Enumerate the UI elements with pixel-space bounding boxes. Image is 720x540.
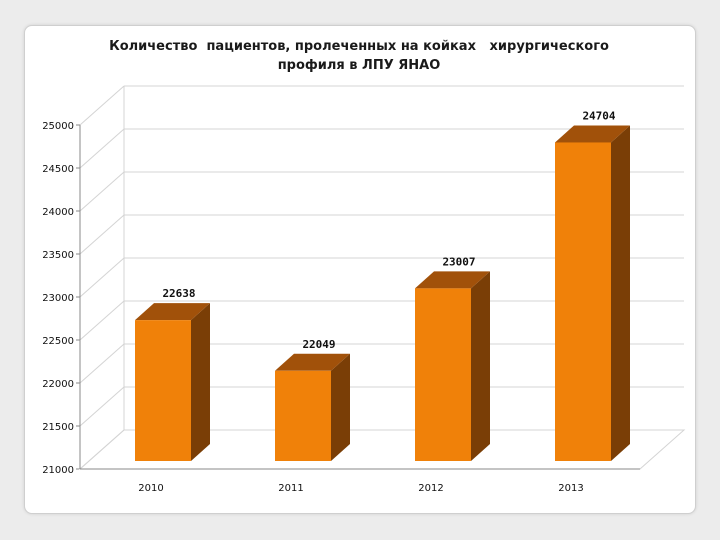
- bar-top: [135, 303, 210, 321]
- data-label: 24704: [582, 109, 615, 122]
- data-label: 22049: [302, 338, 335, 351]
- y-tick-label: 21500: [42, 422, 74, 433]
- chart-title-line-2: профиля в ЛПУ ЯНАО: [277, 58, 441, 73]
- bar-top: [275, 353, 350, 371]
- x-tick-label: 2012: [418, 483, 443, 494]
- y-tick-label: 24500: [42, 164, 74, 175]
- bar-side: [331, 353, 350, 461]
- y-tick-label: 21000: [42, 465, 74, 476]
- gridline-diagonal: [79, 128, 125, 169]
- gridline-diagonal: [79, 171, 125, 212]
- y-tick-label: 24000: [42, 207, 74, 218]
- bar: [275, 370, 331, 461]
- bar: [555, 142, 611, 461]
- bar-side: [611, 125, 630, 462]
- y-tick-label: 22000: [42, 379, 74, 390]
- gridline-diagonal: [79, 214, 125, 255]
- bar: [415, 288, 471, 461]
- gridline-diagonal: [79, 300, 125, 341]
- data-label: 22638: [162, 287, 195, 300]
- bar-top: [555, 125, 630, 143]
- gridline-diagonal: [79, 343, 125, 384]
- gridline-diagonal: [79, 386, 125, 427]
- x-tick-label: 2011: [278, 483, 303, 494]
- y-tick-label: 23500: [42, 250, 74, 261]
- data-label: 23007: [442, 255, 475, 268]
- gridline-diagonal: [79, 257, 125, 298]
- x-tick-label: 2010: [138, 483, 163, 494]
- y-tick-label: 23000: [42, 293, 74, 304]
- bar-side: [471, 271, 490, 461]
- y-tick-label: 22500: [42, 336, 74, 347]
- chart-title: Количество пациентов, пролеченных на кой…: [24, 37, 694, 75]
- y-tick-label: 25000: [42, 121, 74, 132]
- bar: [135, 320, 191, 461]
- chart-title-line-1: Количество пациентов, пролеченных на кой…: [109, 39, 609, 54]
- bar-side: [191, 303, 210, 461]
- x-tick-label: 2013: [558, 483, 583, 494]
- gridline-diagonal: [79, 85, 125, 126]
- bar-top: [415, 271, 490, 289]
